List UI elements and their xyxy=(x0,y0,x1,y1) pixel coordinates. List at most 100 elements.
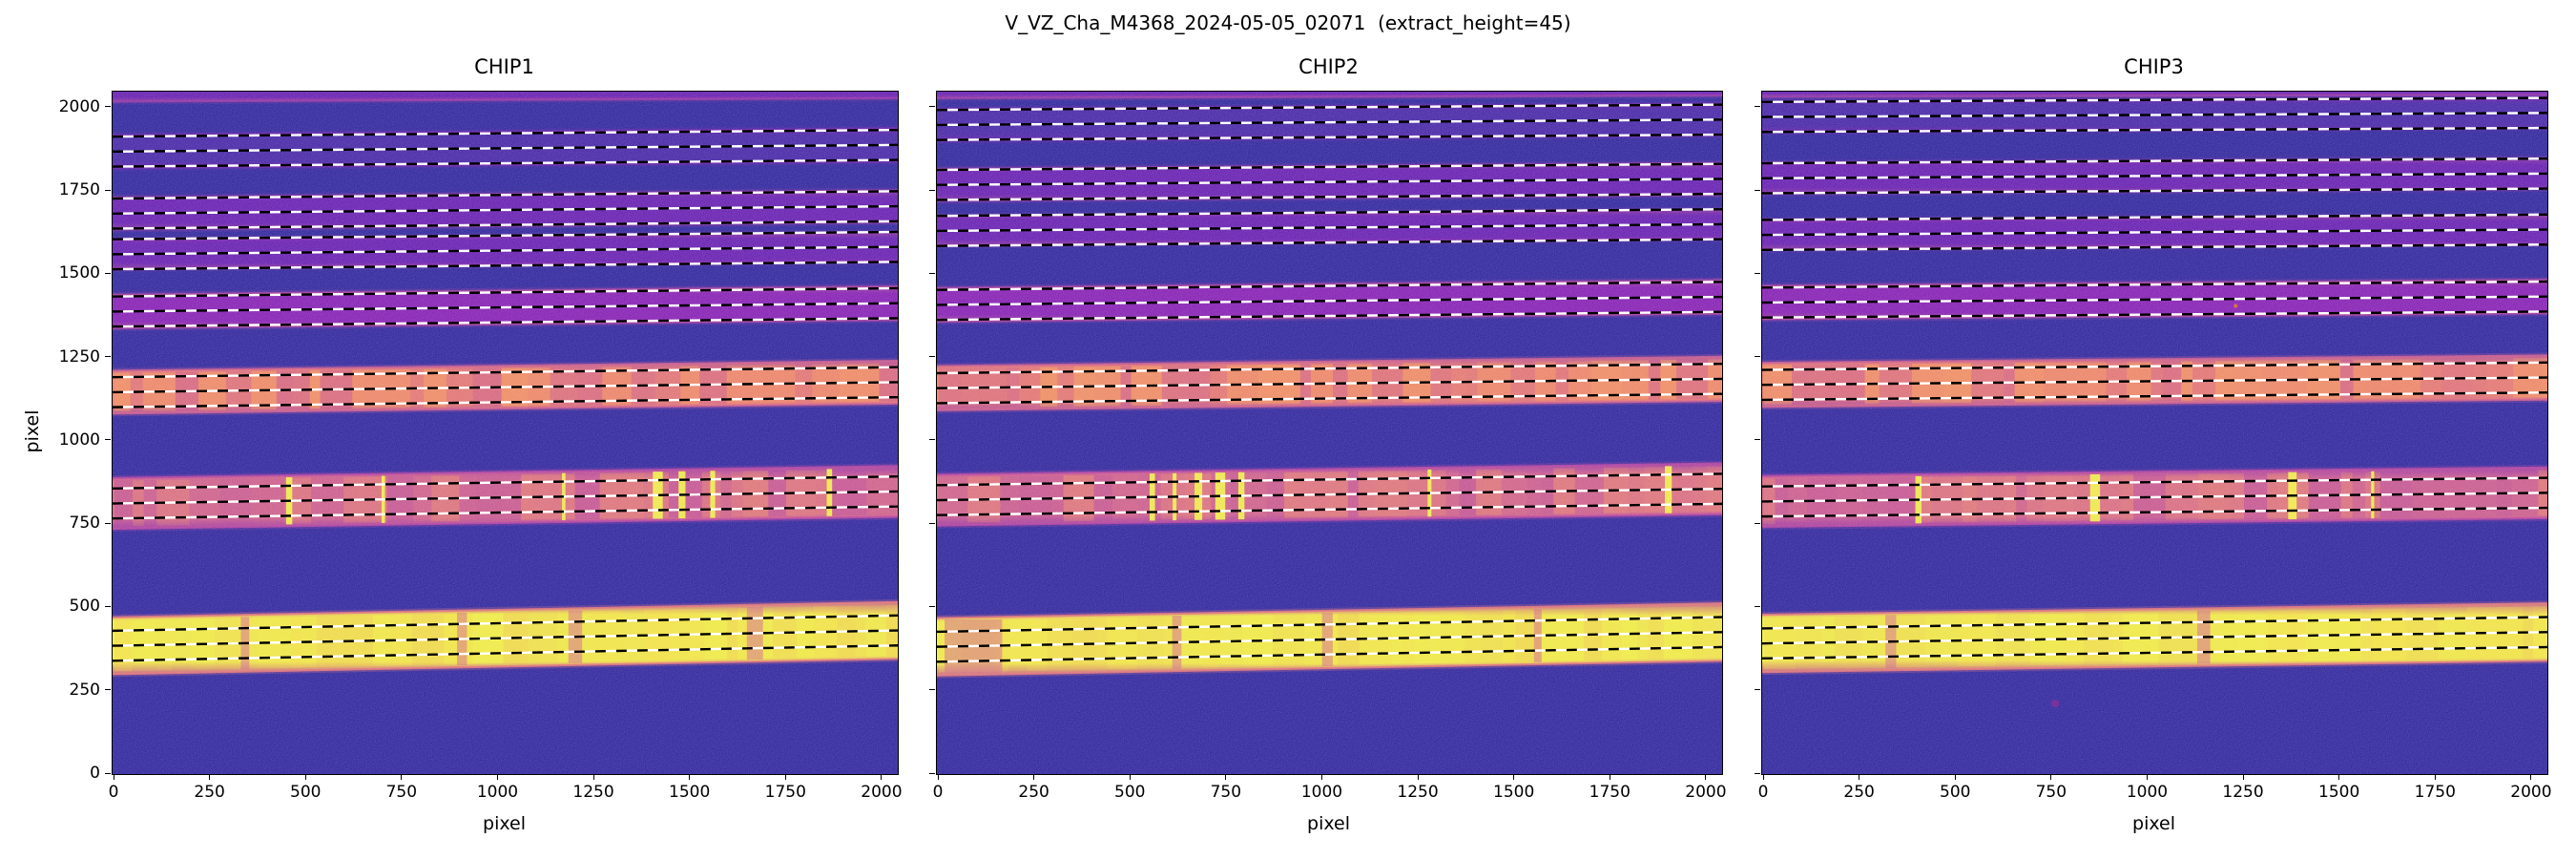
trace-dash-white xyxy=(937,472,1722,487)
x-tick-label: 250 xyxy=(194,783,225,802)
trace-dash-white xyxy=(937,238,1722,247)
trace-dash-black xyxy=(937,616,1722,634)
trace-dash-black xyxy=(937,178,1722,186)
trace-dash-black xyxy=(937,162,1722,172)
x-tick-label: 0 xyxy=(932,783,944,802)
y-tick xyxy=(1755,605,1760,607)
y-tick xyxy=(1755,439,1760,441)
y-tick-label: 1250 xyxy=(58,346,100,367)
trace-dash-white xyxy=(113,190,898,200)
trace-dash-black xyxy=(113,366,898,379)
x-tick xyxy=(881,774,883,780)
trace-dash-white xyxy=(937,133,1722,141)
trace-dash-white xyxy=(1762,361,2547,371)
trace-dash-white xyxy=(113,220,898,230)
chip-image xyxy=(1762,92,2547,774)
trace-dash-black xyxy=(1762,187,2547,195)
y-tick xyxy=(105,356,111,358)
y-tick xyxy=(1755,522,1760,524)
y-tick xyxy=(105,439,111,441)
trace-dash-black xyxy=(1762,492,2547,503)
trace-dash-white xyxy=(937,487,1722,502)
trace-dash-white xyxy=(113,302,898,313)
trace-dash-white xyxy=(113,230,898,241)
trace-dash-black xyxy=(113,381,898,394)
trace-dash-black xyxy=(1762,645,2547,660)
x-tick xyxy=(1033,774,1035,780)
trace-dash-black xyxy=(937,281,1722,291)
x-tick xyxy=(1513,774,1515,780)
x-tick-label: 2000 xyxy=(1685,783,1727,802)
trace-dash-black xyxy=(1762,243,2547,252)
trace-dash-black xyxy=(937,222,1722,233)
trace-dash-black xyxy=(113,395,898,409)
trace-dash-black xyxy=(113,220,898,230)
x-tick xyxy=(2338,774,2340,780)
trace-dash-white xyxy=(937,295,1722,306)
trace-dash-black xyxy=(937,295,1722,306)
y-tick xyxy=(105,605,111,607)
x-tick xyxy=(2434,774,2436,780)
chip-title-2: CHIP2 xyxy=(1298,55,1359,78)
x-tick-label: 750 xyxy=(385,783,418,802)
trace-dash-black xyxy=(937,103,1722,112)
trace-dash-black xyxy=(113,614,898,633)
trace-dash-black xyxy=(1762,172,2547,179)
y-tick xyxy=(1755,189,1760,191)
trace-dash-white xyxy=(1762,616,2547,630)
noise-overlay xyxy=(1762,92,2547,774)
trace-dash-white xyxy=(1762,476,2547,488)
trace-dash-white xyxy=(937,502,1722,516)
trace-dash-black xyxy=(1762,213,2547,221)
x-tick xyxy=(689,774,691,780)
x-tick-label: 1250 xyxy=(572,783,614,802)
trace-dash-white xyxy=(113,614,898,633)
x-tick xyxy=(784,774,786,780)
x-tick-label: 1250 xyxy=(1397,783,1439,802)
x-tick xyxy=(937,774,939,780)
x-tick-label: 2000 xyxy=(861,783,903,802)
trace-dash-black xyxy=(1762,391,2547,402)
trace-dash-white xyxy=(1762,126,2547,134)
trace-dash-black xyxy=(113,286,898,298)
y-tick xyxy=(1755,772,1760,774)
trace-dash-white xyxy=(937,631,1722,648)
trace-dash-black xyxy=(1762,376,2547,387)
y-tick xyxy=(929,522,935,524)
trace-dash-white xyxy=(113,158,898,168)
trace-dash-black xyxy=(1762,126,2547,134)
plot-area-chip2 xyxy=(936,91,1723,775)
x-tick-label: 1500 xyxy=(2318,783,2360,802)
trace-dash-black xyxy=(937,238,1722,247)
chip-title-1: CHIP1 xyxy=(474,55,534,78)
trace-dash-black xyxy=(1762,157,2547,165)
trace-dash-white xyxy=(113,245,898,256)
trace-dash-black xyxy=(1762,631,2547,645)
trace-dash-white xyxy=(1762,228,2547,237)
x-tick-label: 1500 xyxy=(669,783,711,802)
y-tick-label: 1500 xyxy=(58,263,100,283)
y-axis-label: pixel xyxy=(22,409,43,453)
trace-dash-black xyxy=(937,392,1722,405)
x-tick xyxy=(304,774,306,780)
x-tick xyxy=(209,774,211,780)
trace-dash-black xyxy=(1762,361,2547,371)
x-axis-label: pixel xyxy=(2132,813,2175,834)
trace-dash-black xyxy=(937,133,1722,141)
y-tick xyxy=(929,189,935,191)
trace-dash-black xyxy=(113,261,898,271)
x-tick-label: 1750 xyxy=(1589,783,1631,802)
trace-dash-white xyxy=(113,204,898,215)
plot-area-chip1 xyxy=(112,91,899,775)
trace-dash-white xyxy=(113,395,898,409)
y-tick xyxy=(929,439,935,441)
trace-dash-black xyxy=(113,475,898,491)
x-tick-label: 1750 xyxy=(2414,783,2456,802)
trace-dash-black xyxy=(937,472,1722,487)
trace-dash-white xyxy=(1762,96,2547,104)
x-tick-label: 1000 xyxy=(476,783,519,802)
trace-dash-black xyxy=(113,190,898,200)
trace-dash-black xyxy=(1762,96,2547,104)
trace-dash-black xyxy=(113,505,898,520)
x-axis-label: pixel xyxy=(483,813,526,834)
